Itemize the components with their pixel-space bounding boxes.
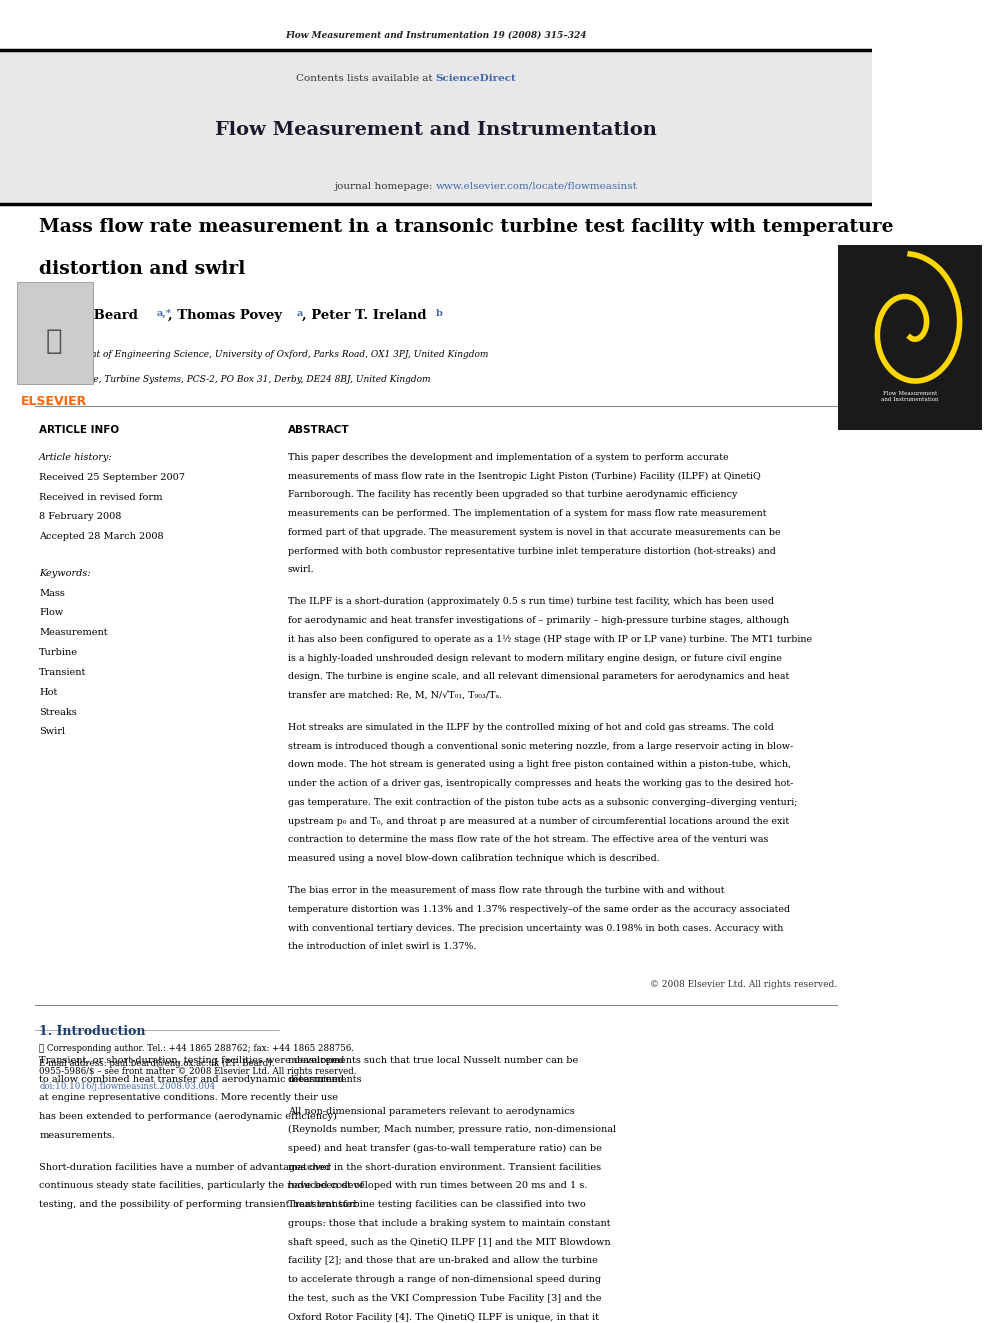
Text: at engine representative conditions. More recently their use: at engine representative conditions. Mor… (40, 1093, 338, 1102)
Text: Transient, or short-duration, testing facilities were developed: Transient, or short-duration, testing fa… (40, 1056, 344, 1065)
Text: E-mail address: paul.beard@eng.ox.ac.uk (P.F. Beard).: E-mail address: paul.beard@eng.ox.ac.uk … (40, 1060, 275, 1068)
Text: Streaks: Streaks (40, 708, 77, 717)
Text: (Reynolds number, Mach number, pressure ratio, non-dimensional: (Reynolds number, Mach number, pressure … (288, 1126, 616, 1134)
Text: doi:10.1016/j.flowmeasinst.2008.03.004: doi:10.1016/j.flowmeasinst.2008.03.004 (40, 1082, 215, 1091)
Text: Flow Measurement and Instrumentation 19 (2008) 315–324: Flow Measurement and Instrumentation 19 … (285, 30, 586, 40)
Text: Hot: Hot (40, 688, 58, 697)
Text: © 2008 Elsevier Ltd. All rights reserved.: © 2008 Elsevier Ltd. All rights reserved… (650, 980, 837, 988)
Text: Flow: Flow (40, 609, 63, 618)
Text: determined.: determined. (288, 1074, 348, 1084)
Text: contraction to determine the mass flow rate of the hot stream. The effective are: contraction to determine the mass flow r… (288, 835, 768, 844)
Text: b: b (435, 308, 442, 318)
Text: measurements of mass flow rate in the Isentropic Light Piston (Turbine) Facility: measurements of mass flow rate in the Is… (288, 472, 761, 480)
Text: a: a (297, 308, 303, 318)
Text: Farnborough. The facility has recently been upgraded so that turbine aerodynamic: Farnborough. The facility has recently b… (288, 491, 737, 500)
Text: ᵃ Department of Engineering Science, University of Oxford, Parks Road, OX1 3PJ, : ᵃ Department of Engineering Science, Uni… (40, 351, 489, 360)
Text: The bias error in the measurement of mass flow rate through the turbine with and: The bias error in the measurement of mas… (288, 886, 724, 896)
Text: 0955-5986/$ – see front matter © 2008 Elsevier Ltd. All rights reserved.: 0955-5986/$ – see front matter © 2008 El… (40, 1066, 357, 1076)
Text: Flow Measurement and Instrumentation: Flow Measurement and Instrumentation (215, 122, 657, 139)
Text: The ILPF is a short-duration (approximately 0.5 s run time) turbine test facilit: The ILPF is a short-duration (approximat… (288, 598, 774, 606)
Text: it has also been configured to operate as a 1½ stage (HP stage with IP or LP van: it has also been configured to operate a… (288, 635, 811, 644)
Text: a,*: a,* (157, 308, 172, 318)
Text: matched in the short-duration environment. Transient facilities: matched in the short-duration environmen… (288, 1163, 601, 1172)
Text: design. The turbine is engine scale, and all relevant dimensional parameters for: design. The turbine is engine scale, and… (288, 672, 789, 681)
Text: facility [2]; and those that are un-braked and allow the turbine: facility [2]; and those that are un-brak… (288, 1257, 597, 1265)
Text: ARTICLE INFO: ARTICLE INFO (40, 426, 119, 435)
Text: All non-dimensional parameters relevant to aerodynamics: All non-dimensional parameters relevant … (288, 1106, 574, 1115)
Text: swirl.: swirl. (288, 565, 314, 574)
Text: ᵇ Rolls-Royce, Turbine Systems, PCS-2, PO Box 31, Derby, DE24 8BJ, United Kingdo: ᵇ Rolls-Royce, Turbine Systems, PCS-2, P… (40, 374, 431, 384)
Text: Swirl: Swirl (40, 728, 65, 737)
Text: 8 February 2008: 8 February 2008 (40, 512, 122, 521)
Text: 🌳: 🌳 (46, 327, 62, 355)
Text: Article history:: Article history: (40, 452, 113, 462)
Text: Hot streaks are simulated in the ILPF by the controlled mixing of hot and cold g: Hot streaks are simulated in the ILPF by… (288, 722, 774, 732)
Text: for aerodynamic and heat transfer investigations of – primarily – high-pressure : for aerodynamic and heat transfer invest… (288, 617, 789, 624)
Text: , Thomas Povey: , Thomas Povey (169, 308, 283, 321)
Text: speed) and heat transfer (gas-to-wall temperature ratio) can be: speed) and heat transfer (gas-to-wall te… (288, 1144, 601, 1154)
Text: gas temperature. The exit contraction of the piston tube acts as a subsonic conv: gas temperature. The exit contraction of… (288, 798, 797, 807)
Text: has been extended to performance (aerodynamic efficiency): has been extended to performance (aerody… (40, 1113, 337, 1121)
Text: stream is introduced though a conventional sonic metering nozzle, from a large r: stream is introduced though a convention… (288, 742, 793, 750)
Text: have been developed with run times between 20 ms and 1 s.: have been developed with run times betwe… (288, 1181, 587, 1191)
Text: is a highly-loaded unshrouded design relevant to modern military engine design, : is a highly-loaded unshrouded design rel… (288, 654, 782, 663)
Text: formed part of that upgrade. The measurement system is novel in that accurate me: formed part of that upgrade. The measure… (288, 528, 781, 537)
Text: down mode. The hot stream is generated using a light free piston contained withi: down mode. The hot stream is generated u… (288, 761, 791, 770)
Text: Flow Measurement
and Instrumentation: Flow Measurement and Instrumentation (882, 392, 938, 402)
Text: Transient turbine testing facilities can be classified into two: Transient turbine testing facilities can… (288, 1200, 585, 1209)
Text: testing, and the possibility of performing transient heat transfer: testing, and the possibility of performi… (40, 1200, 357, 1209)
Text: , Peter T. Ireland: , Peter T. Ireland (303, 308, 427, 321)
Text: This paper describes the development and implementation of a system to perform a: This paper describes the development and… (288, 452, 728, 462)
Text: to allow combined heat transfer and aerodynamic measurements: to allow combined heat transfer and aero… (40, 1074, 362, 1084)
Text: measured using a novel blow-down calibration technique which is described.: measured using a novel blow-down calibra… (288, 855, 660, 863)
Text: journal homepage:: journal homepage: (334, 181, 435, 191)
Text: Contents lists available at: Contents lists available at (296, 74, 435, 83)
Text: continuous steady state facilities, particularly the reduced cost of: continuous steady state facilities, part… (40, 1181, 364, 1191)
Text: measurements.: measurements. (40, 1131, 115, 1139)
Text: Turbine: Turbine (40, 648, 78, 658)
Text: upstream p₀ and T₀, and throat p are measured at a number of circumferential loc: upstream p₀ and T₀, and throat p are mea… (288, 816, 789, 826)
Text: Oxford Rotor Facility [4]. The QinetiQ ILPF is unique, in that it: Oxford Rotor Facility [4]. The QinetiQ I… (288, 1312, 598, 1322)
Text: Accepted 28 March 2008: Accepted 28 March 2008 (40, 532, 164, 541)
Text: under the action of a driver gas, isentropically compresses and heats the workin: under the action of a driver gas, isentr… (288, 779, 793, 789)
Text: measurements such that true local Nusselt number can be: measurements such that true local Nussel… (288, 1056, 578, 1065)
Text: ABSTRACT: ABSTRACT (288, 426, 349, 435)
Text: www.elsevier.com/locate/flowmeasinst: www.elsevier.com/locate/flowmeasinst (435, 181, 638, 191)
Text: Received 25 September 2007: Received 25 September 2007 (40, 472, 186, 482)
Text: Short-duration facilities have a number of advantages over: Short-duration facilities have a number … (40, 1163, 331, 1172)
Bar (0, 49, 872, 204)
Text: 1. Introduction: 1. Introduction (40, 1025, 146, 1039)
Bar (17, 282, 93, 384)
Text: temperature distortion was 1.13% and 1.37% respectively–of the same order as the: temperature distortion was 1.13% and 1.3… (288, 905, 790, 914)
Text: the test, such as the VKI Compression Tube Facility [3] and the: the test, such as the VKI Compression Tu… (288, 1294, 601, 1303)
Text: Mass flow rate measurement in a transonic turbine test facility with temperature: Mass flow rate measurement in a transoni… (40, 218, 894, 237)
Text: Transient: Transient (40, 668, 86, 677)
Text: with conventional tertiary devices. The precision uncertainty was 0.198% in both: with conventional tertiary devices. The … (288, 923, 783, 933)
Text: performed with both combustor representative turbine inlet temperature distortio: performed with both combustor representa… (288, 546, 776, 556)
Text: Received in revised form: Received in revised form (40, 492, 163, 501)
Text: Mass: Mass (40, 589, 65, 598)
Text: measurements can be performed. The implementation of a system for mass flow rate: measurements can be performed. The imple… (288, 509, 766, 519)
Text: the introduction of inlet swirl is 1.37%.: the introduction of inlet swirl is 1.37%… (288, 942, 476, 951)
Text: Keywords:: Keywords: (40, 569, 91, 578)
Text: to accelerate through a range of non-dimensional speed during: to accelerate through a range of non-dim… (288, 1275, 601, 1285)
Text: Paul F. Beard: Paul F. Beard (40, 308, 138, 321)
Text: distortion and swirl: distortion and swirl (40, 261, 246, 278)
Text: shaft speed, such as the QinetiQ ILPF [1] and the MIT Blowdown: shaft speed, such as the QinetiQ ILPF [1… (288, 1238, 610, 1246)
Text: groups: those that include a braking system to maintain constant: groups: those that include a braking sys… (288, 1218, 610, 1228)
Text: transfer are matched: Re, M, N/√T₀₁, T₉₀₃/Tₐ⁠⁡⁢⁣.: transfer are matched: Re, M, N/√T₀₁, T₉₀… (288, 691, 502, 700)
Text: ★ Corresponding author. Tel.: +44 1865 288762; fax: +44 1865 288756.: ★ Corresponding author. Tel.: +44 1865 2… (40, 1044, 354, 1053)
Text: ELSEVIER: ELSEVIER (21, 394, 87, 407)
Text: Measurement: Measurement (40, 628, 108, 638)
Text: ScienceDirect: ScienceDirect (435, 74, 517, 83)
